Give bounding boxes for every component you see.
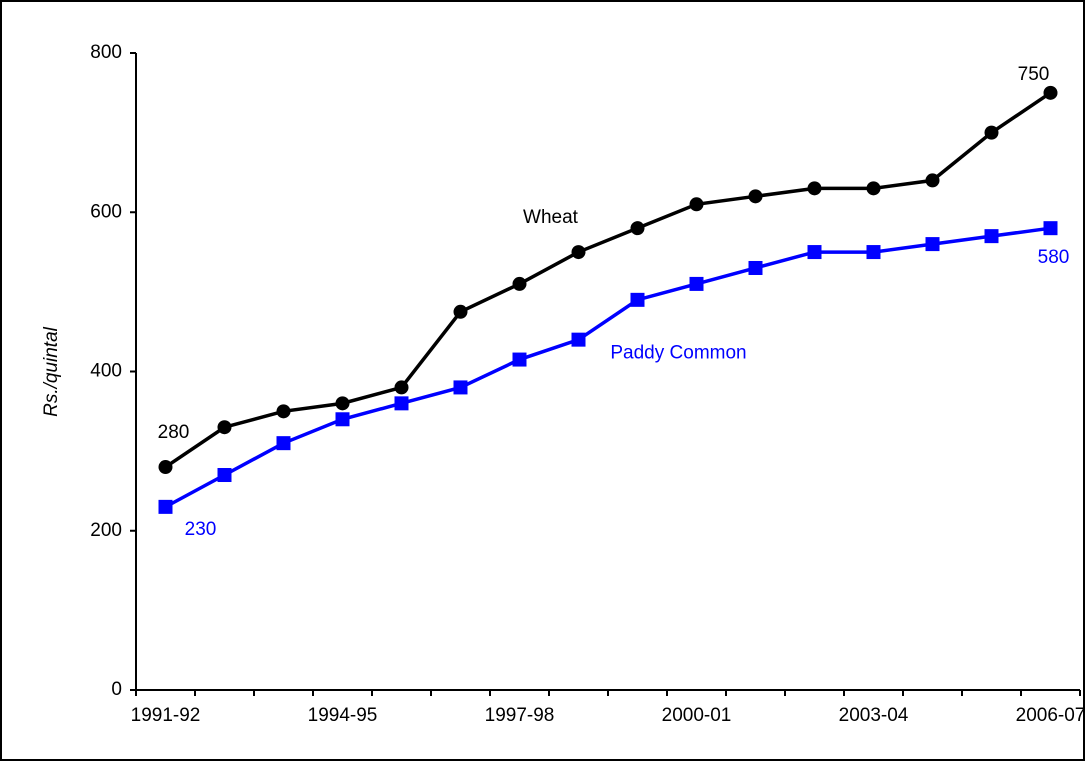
data-point (453, 380, 468, 395)
x-tick-label: 1994-95 (308, 705, 378, 726)
series-annotation: Paddy Common (610, 343, 746, 364)
y-tick-label: 800 (90, 42, 122, 63)
data-point (394, 396, 409, 411)
data-point (630, 292, 645, 307)
data-point (689, 197, 704, 212)
data-label: 750 (1018, 64, 1050, 85)
data-point (807, 181, 822, 196)
data-point (453, 304, 468, 319)
series-line (164, 91, 1052, 469)
data-label: 230 (185, 519, 217, 540)
y-tick-label: 0 (111, 679, 122, 700)
data-point (807, 245, 822, 260)
data-point (748, 189, 763, 204)
y-tick-label: 600 (90, 201, 122, 222)
y-axis-label: Rs./quintal (41, 326, 62, 417)
data-point (689, 276, 704, 291)
data-point (748, 260, 763, 275)
x-tick-label: 1997-98 (485, 705, 555, 726)
data-point (866, 181, 881, 196)
data-point (276, 404, 291, 419)
x-tick-label: 2006-07 (1016, 705, 1085, 726)
data-point (276, 436, 291, 451)
data-point (394, 380, 409, 395)
data-point (984, 229, 999, 244)
data-point (571, 245, 586, 260)
y-tick-label: 200 (90, 520, 122, 541)
data-point (925, 237, 940, 252)
data-point (217, 420, 232, 435)
data-point (158, 499, 173, 514)
data-point (571, 332, 586, 347)
data-point (1043, 85, 1058, 100)
series-line (164, 226, 1051, 509)
data-point (630, 221, 645, 236)
data-point (1043, 221, 1058, 236)
data-point (217, 468, 232, 483)
data-point (335, 412, 350, 427)
data-point (866, 245, 881, 260)
y-tick-label: 400 (90, 361, 122, 382)
x-tick-label: 1991-92 (131, 705, 201, 726)
data-point (158, 460, 173, 475)
x-tick-label: 2000-01 (662, 705, 732, 726)
data-point (512, 276, 527, 291)
x-tick-label: 2003-04 (839, 705, 909, 726)
data-point (984, 125, 999, 140)
data-label: 580 (1038, 247, 1070, 268)
data-point (335, 396, 350, 411)
series-annotation: Wheat (523, 207, 579, 228)
data-point (512, 352, 527, 367)
data-point (925, 173, 940, 188)
data-label: 280 (158, 422, 190, 443)
